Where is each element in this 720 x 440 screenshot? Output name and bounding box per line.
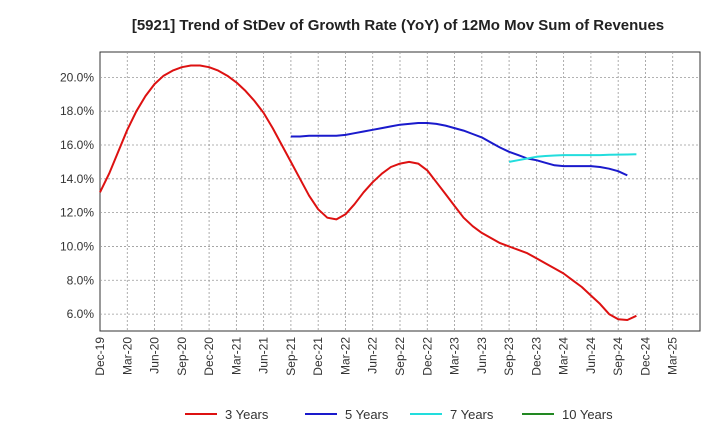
legend: 3 Years 5 Years 7 Years 10 Years <box>185 407 613 422</box>
x-tick-label: Mar-21 <box>229 337 243 375</box>
x-tick-label: Sep-24 <box>611 337 625 376</box>
x-tick-label: Jun-23 <box>475 337 489 374</box>
x-tick-label: Mar-24 <box>557 337 571 375</box>
x-tick-label: Sep-22 <box>393 337 407 376</box>
x-tick-label: Mar-22 <box>338 337 352 375</box>
x-tick-label: Dec-21 <box>311 337 325 376</box>
x-tick-label: Jun-24 <box>584 337 598 374</box>
legend-label: 3 Years <box>225 407 269 422</box>
y-tick-label: 20.0% <box>60 70 94 84</box>
y-tick-label: 6.0% <box>67 307 95 321</box>
x-tick-label: Mar-20 <box>120 337 134 375</box>
y-tick-label: 8.0% <box>67 273 95 287</box>
x-tick-label: Dec-23 <box>529 337 543 376</box>
x-tick-label: Dec-24 <box>638 337 652 376</box>
x-tick-label: Mar-25 <box>666 337 680 375</box>
x-tick-label: Dec-20 <box>202 337 216 376</box>
x-tick-label: Jun-21 <box>257 337 271 374</box>
series-lines <box>99 64 637 321</box>
y-tick-label: 10.0% <box>60 239 94 253</box>
x-tick-label: Mar-23 <box>448 337 462 375</box>
x-tick-label: Jun-22 <box>366 337 380 374</box>
legend-label: 7 Years <box>450 407 494 422</box>
chart-title: [5921] Trend of StDev of Growth Rate (Yo… <box>132 17 664 34</box>
y-tick-label: 12.0% <box>60 206 94 220</box>
y-tick-label: 16.0% <box>60 138 94 152</box>
x-tick-label: Jun-20 <box>148 337 162 374</box>
x-tick-label: Sep-20 <box>175 337 189 376</box>
grid-lines <box>100 52 700 331</box>
x-tick-label: Sep-23 <box>502 337 516 376</box>
y-tick-label: 18.0% <box>60 104 94 118</box>
y-axis: 6.0% 8.0% 10.0% 12.0% 14.0% 16.0% 18.0% 20.0% <box>60 70 94 321</box>
legend-label: 5 Years <box>345 407 389 422</box>
legend-label: 10 Years <box>562 407 613 422</box>
x-tick-label: Sep-21 <box>284 337 298 376</box>
x-tick-label: Dec-19 <box>93 337 107 376</box>
x-axis: Dec-19 Mar-20 Jun-20 Sep-20 Dec-20 Mar-21 Jun-… <box>93 337 680 376</box>
series-line-7-years <box>508 153 637 163</box>
y-tick-label: 14.0% <box>60 172 94 186</box>
series-line-3-years <box>99 64 637 321</box>
series-line-5-years <box>290 122 628 177</box>
x-tick-label: Dec-22 <box>420 337 434 376</box>
